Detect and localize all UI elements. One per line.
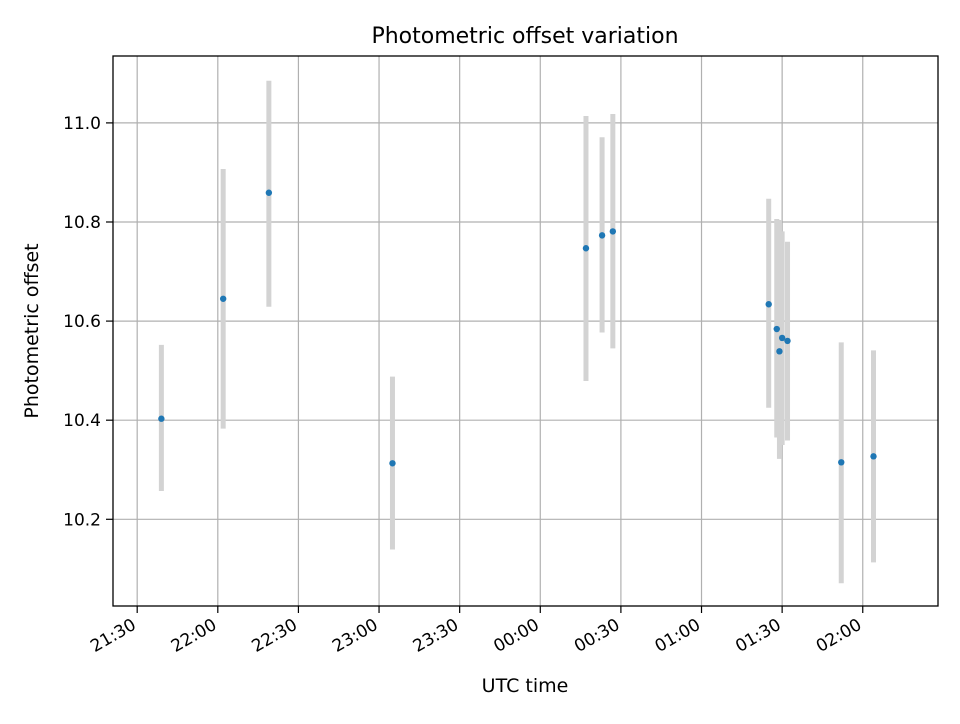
chart-title: Photometric offset variation <box>371 24 678 49</box>
x-tick-label: 22:30 <box>248 615 300 657</box>
plot-frame <box>112 55 939 607</box>
data-point <box>582 245 590 252</box>
data-point <box>776 348 783 355</box>
point-layer <box>158 189 877 467</box>
data-point <box>158 415 165 422</box>
x-tick-label: 23:30 <box>410 615 462 657</box>
data-point <box>838 459 845 466</box>
errorbar-layer <box>158 80 877 584</box>
x-tick-label: 02:00 <box>813 615 865 657</box>
y-tick-label: 10.8 <box>63 213 101 233</box>
data-point <box>870 453 877 460</box>
y-tick-label: 10.2 <box>63 510 101 530</box>
x-tick-label: 00:00 <box>490 615 542 657</box>
data-point <box>773 325 780 333</box>
x-tick-label: 23:00 <box>329 615 381 657</box>
data-point <box>265 189 273 196</box>
x-tick-label: 21:30 <box>87 615 139 657</box>
data-point <box>778 334 786 342</box>
y-tick-label: 10.4 <box>63 411 101 431</box>
y-tick-label: 11.0 <box>63 114 101 134</box>
data-point <box>598 232 606 239</box>
x-axis: 21:30 22:00 22:30 23:00 23:30 00:00 00:30 01:00… <box>87 606 865 657</box>
data-point <box>609 228 617 235</box>
y-axis: 10.2 10.4 10.6 10.8 11.0 <box>63 114 113 530</box>
data-point <box>765 301 772 308</box>
x-axis-label: UTC time <box>482 675 569 697</box>
data-point <box>219 295 227 302</box>
y-axis-label: Photometric offset <box>21 243 43 418</box>
x-tick-label: 01:30 <box>732 615 784 657</box>
x-tick-label: 00:30 <box>571 615 623 657</box>
x-tick-label: 22:00 <box>168 615 220 657</box>
data-point <box>784 337 791 345</box>
y-tick-label: 10.6 <box>63 312 101 332</box>
grid-layer <box>113 56 938 606</box>
x-tick-label: 01:00 <box>652 615 704 657</box>
data-point <box>389 460 396 467</box>
